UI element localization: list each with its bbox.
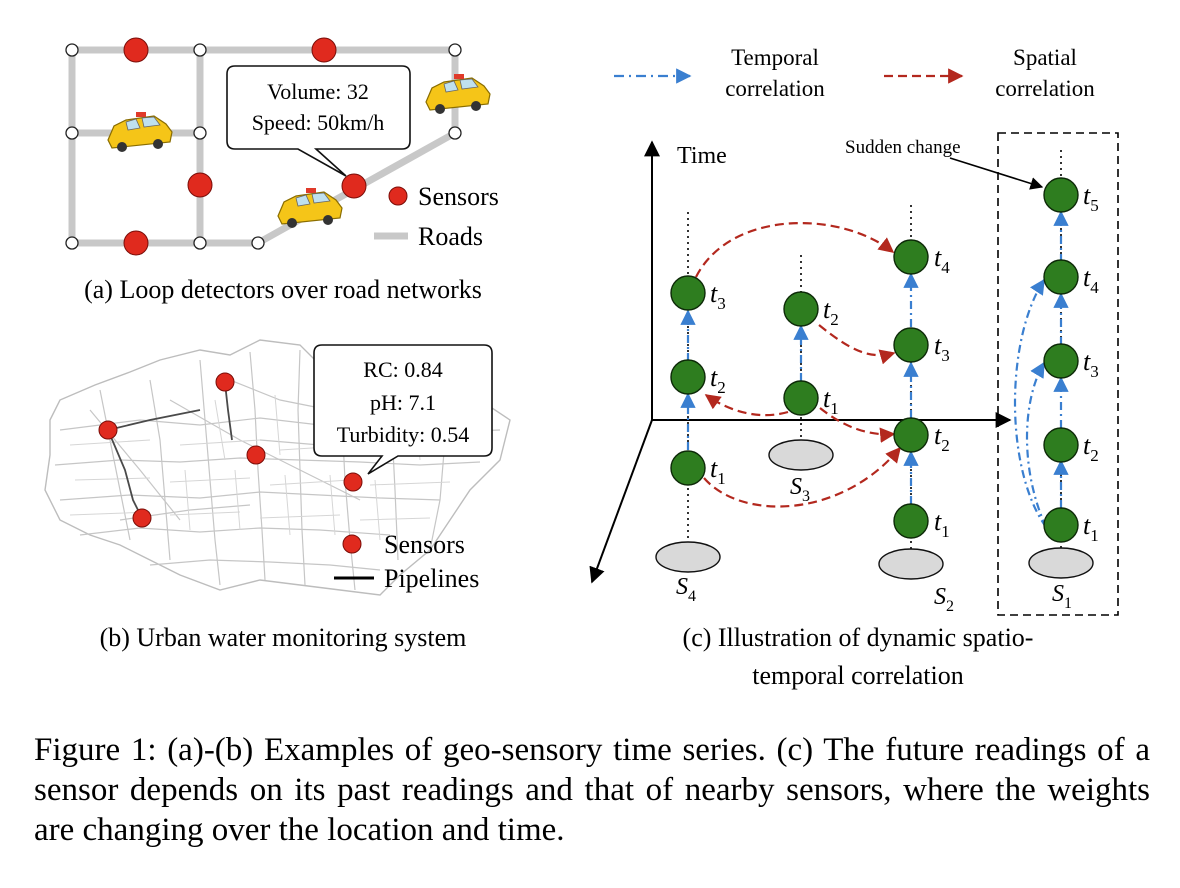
tooltip-turbidity: Turbidity: 0.54	[337, 422, 469, 447]
panel-b-pipelines	[107, 382, 233, 519]
legend-sensors-label: Sensors	[384, 530, 465, 559]
temporal-legend-label-2: correlation	[725, 76, 825, 101]
panel-b-caption: (b) Urban water monitoring system	[100, 623, 467, 652]
node-s4-t2	[670, 359, 706, 395]
label-s3: S3	[790, 474, 810, 505]
node-s1-t2	[1043, 427, 1079, 463]
spatial-legend-label-1: Spatial	[1013, 45, 1077, 70]
label-t3: t3	[934, 331, 950, 365]
sensor-base	[1028, 547, 1094, 579]
tooltip-speed: Speed: 50km/h	[252, 110, 385, 135]
node-s2-t1	[893, 503, 929, 539]
sensor-base	[768, 439, 834, 471]
sensor-dot	[343, 472, 363, 492]
panel-c-legend: Temporal correlation Spatial correlation	[614, 45, 1095, 101]
sensor-dot	[123, 37, 149, 63]
node-s1-t3	[1043, 343, 1079, 379]
label-t4: t4	[1083, 263, 1099, 297]
node-s3-t2	[783, 291, 819, 327]
label-t2: t2	[710, 363, 726, 397]
legend-sensor-marker	[342, 534, 362, 554]
label-s2: S2	[934, 584, 954, 615]
taxi-icon	[277, 187, 343, 229]
legend-sensor-marker	[388, 186, 408, 206]
node-s1-t4	[1043, 259, 1079, 295]
sensor-base	[878, 548, 944, 580]
node-s1-t5	[1043, 177, 1079, 213]
label-t3: t3	[710, 279, 726, 313]
sudden-change-box	[997, 132, 1119, 616]
label-t4: t4	[934, 243, 950, 277]
panel-a-tooltip: Volume: 32 Speed: 50km/h	[226, 65, 411, 177]
node-s3-t1	[783, 380, 819, 416]
label-t1: t1	[934, 507, 950, 541]
panel-c-axes	[589, 140, 1012, 584]
tooltip-rc: RC: 0.84	[363, 357, 442, 382]
spatial-legend-label-2: correlation	[995, 76, 1095, 101]
sensor-base	[655, 541, 721, 573]
sudden-change-label: Sudden change	[845, 137, 961, 158]
node-s2-t3	[893, 327, 929, 363]
panel-c-spatial-arrows	[695, 221, 901, 508]
sensor-dot	[246, 445, 266, 465]
sensor-dot	[341, 173, 367, 199]
temporal-legend-label-1: Temporal	[731, 45, 819, 70]
taxi-icon	[107, 111, 173, 153]
label-t2: t2	[934, 421, 950, 455]
label-t2: t2	[1083, 431, 1099, 465]
label-t1: t1	[1083, 511, 1099, 545]
sensor-dot	[215, 372, 235, 392]
label-s4: S4	[676, 574, 696, 605]
axis-time-label: Time	[677, 143, 727, 169]
legend-pipelines-label: Pipelines	[384, 564, 479, 593]
node-s1-t1	[1043, 507, 1079, 543]
sensor-dot	[98, 420, 118, 440]
panel-a-road-network	[65, 37, 491, 256]
node-s2-t2	[893, 417, 929, 453]
panel-a-legend: Sensors Roads	[374, 182, 499, 251]
label-s1: S1	[1052, 581, 1072, 612]
sensor-dot	[123, 230, 149, 256]
sensor-dot	[311, 37, 337, 63]
tooltip-ph: pH: 7.1	[370, 390, 436, 415]
label-t5: t5	[1083, 181, 1099, 215]
panel-b-tooltip: RC: 0.84 pH: 7.1 Turbidity: 0.54	[313, 344, 493, 475]
figure-caption: Figure 1: (a)-(b) Examples of geo-sensor…	[34, 732, 1150, 848]
panel-c-node-labels: t3 t2 t1 t2 t1 t4 t3 t2 t1 t5 t4 t3 t2 t…	[710, 181, 1099, 545]
panel-c-nodes	[670, 177, 1079, 543]
sensor-dot	[132, 508, 152, 528]
label-t1: t1	[823, 384, 839, 418]
panel-a-caption: (a) Loop detectors over road networks	[84, 275, 482, 304]
sensor-dot	[187, 172, 213, 198]
tooltip-volume: Volume: 32	[267, 79, 369, 104]
legend-sensors-label: Sensors	[418, 182, 499, 211]
panel-c-temporal-arrows	[680, 210, 1069, 528]
panel-b-legend: Sensors Pipelines	[334, 530, 479, 593]
legend-roads-label: Roads	[418, 222, 483, 251]
panel-c-caption-line-1: (c) Illustration of dynamic spatio-	[683, 623, 1034, 652]
node-s2-t4	[893, 239, 929, 275]
panel-c-sensor-labels: S4 S3 S2 S1	[676, 474, 1072, 615]
label-t3: t3	[1083, 347, 1099, 381]
sudden-change-arrow	[949, 157, 1044, 190]
panel-c-bases	[655, 439, 1094, 580]
node-s4-t1	[670, 450, 706, 486]
panel-b-sensors	[98, 372, 363, 528]
label-t2: t2	[823, 295, 839, 329]
node-s4-t3	[670, 275, 706, 311]
label-t1: t1	[710, 454, 726, 488]
panel-c-caption-line-2: temporal correlation	[752, 661, 964, 690]
